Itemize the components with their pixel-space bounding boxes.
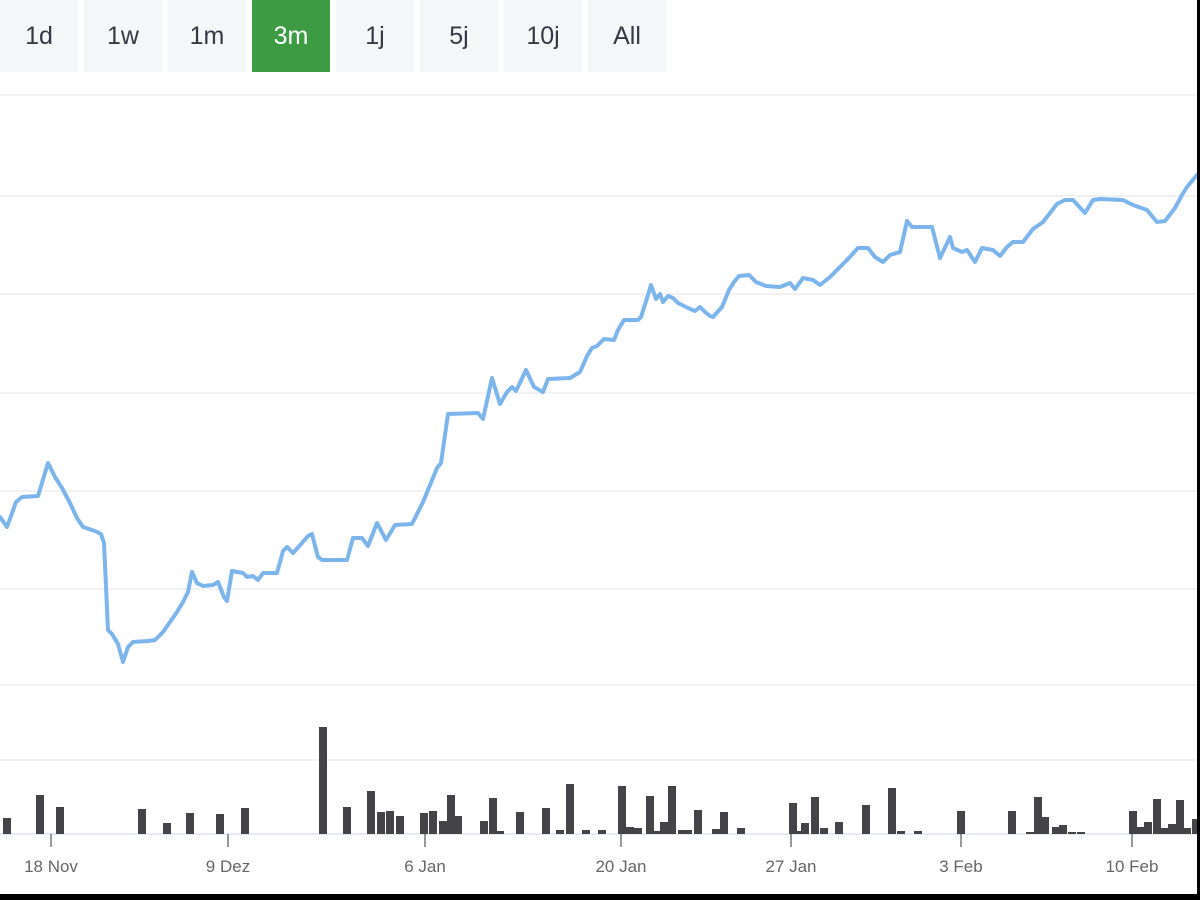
volume-bar xyxy=(646,796,654,834)
volume-bar xyxy=(914,831,922,834)
volume-bar xyxy=(626,827,634,834)
volume-bar xyxy=(1137,827,1145,834)
volume-bar xyxy=(377,812,385,834)
volume-bar xyxy=(660,822,668,834)
volume-bar xyxy=(1052,827,1060,834)
volume-bar xyxy=(1034,797,1042,834)
volume-bar xyxy=(542,808,550,834)
x-axis-label: 3 Feb xyxy=(939,857,982,876)
x-axis-label: 27 Jan xyxy=(765,857,816,876)
volume-bar xyxy=(516,812,524,834)
volume-bar xyxy=(241,808,249,834)
volume-bar xyxy=(480,821,488,834)
volume-bar xyxy=(1168,824,1176,834)
range-button-3m[interactable]: 3m xyxy=(252,0,330,72)
volume-bar xyxy=(811,797,819,834)
volume-bar xyxy=(1144,822,1152,834)
volume-bar xyxy=(1077,832,1085,834)
window-edge-bottom xyxy=(0,894,1200,900)
volume-bar xyxy=(789,803,797,834)
volume-bar xyxy=(454,816,462,834)
volume-bar xyxy=(712,829,720,834)
volume-bar xyxy=(862,805,870,834)
volume-bar xyxy=(386,811,394,834)
volume-bar xyxy=(801,823,809,834)
volume-bar xyxy=(56,807,64,834)
volume-bar xyxy=(396,816,404,834)
volume-bar xyxy=(598,830,606,834)
volume-bar xyxy=(138,809,146,834)
volume-bar xyxy=(957,811,965,834)
volume-bar xyxy=(1183,828,1191,834)
volume-bar xyxy=(1176,800,1184,834)
volume-bar xyxy=(319,727,327,834)
volume-bar xyxy=(556,830,564,834)
x-axis-label: 9 Dez xyxy=(206,857,250,876)
volume-bar xyxy=(694,810,702,834)
volume-bar xyxy=(582,830,590,834)
volume-bar xyxy=(652,831,660,834)
volume-bar xyxy=(668,786,676,834)
range-button-all[interactable]: All xyxy=(588,0,666,72)
volume-bar xyxy=(566,784,574,834)
volume-bar xyxy=(888,788,896,834)
volume-bar xyxy=(796,831,804,834)
range-toolbar: 1d 1w 1m 3m 1j 5j 10j All xyxy=(0,0,666,72)
volume-bar xyxy=(216,814,224,834)
volume-bar xyxy=(1041,817,1049,834)
volume-bar xyxy=(820,828,828,834)
x-axis-label: 18 Nov xyxy=(24,857,78,876)
volume-bar xyxy=(737,828,745,834)
volume-bar xyxy=(1161,828,1169,834)
volume-bar xyxy=(1059,825,1067,834)
range-button-10j[interactable]: 10j xyxy=(504,0,582,72)
range-button-1j[interactable]: 1j xyxy=(336,0,414,72)
volume-bar xyxy=(367,791,375,834)
x-axis-label: 10 Feb xyxy=(1106,857,1159,876)
range-button-1m[interactable]: 1m xyxy=(168,0,246,72)
x-axis-label: 6 Jan xyxy=(404,857,446,876)
volume-bar xyxy=(1192,819,1197,834)
window-edge-right xyxy=(1197,0,1200,900)
volume-bar xyxy=(343,807,351,834)
volume-bar xyxy=(439,821,447,834)
volume-bar xyxy=(186,813,194,834)
volume-bar xyxy=(634,828,642,834)
volume-bar xyxy=(36,795,44,834)
volume-bar xyxy=(489,798,497,834)
range-button-1w[interactable]: 1w xyxy=(84,0,162,72)
volume-bar xyxy=(3,818,11,834)
volume-bar xyxy=(420,813,428,834)
volume-bar xyxy=(1026,832,1034,834)
volume-bar xyxy=(1129,811,1137,834)
price-line-series xyxy=(0,173,1197,664)
volume-bar xyxy=(1008,811,1016,834)
volume-bar xyxy=(618,786,626,834)
volume-bar xyxy=(720,812,728,834)
volume-bar xyxy=(1153,799,1161,834)
volume-bar xyxy=(447,795,455,834)
volume-bar xyxy=(684,830,692,834)
volume-bar xyxy=(496,831,504,834)
range-button-5j[interactable]: 5j xyxy=(420,0,498,72)
x-axis-label: 20 Jan xyxy=(595,857,646,876)
volume-bar xyxy=(163,823,171,834)
volume-bar xyxy=(835,822,843,834)
volume-bar xyxy=(678,830,686,834)
volume-bar xyxy=(1068,832,1076,834)
volume-bar xyxy=(897,831,905,834)
range-button-1d[interactable]: 1d xyxy=(0,0,78,72)
volume-bar xyxy=(429,811,437,834)
